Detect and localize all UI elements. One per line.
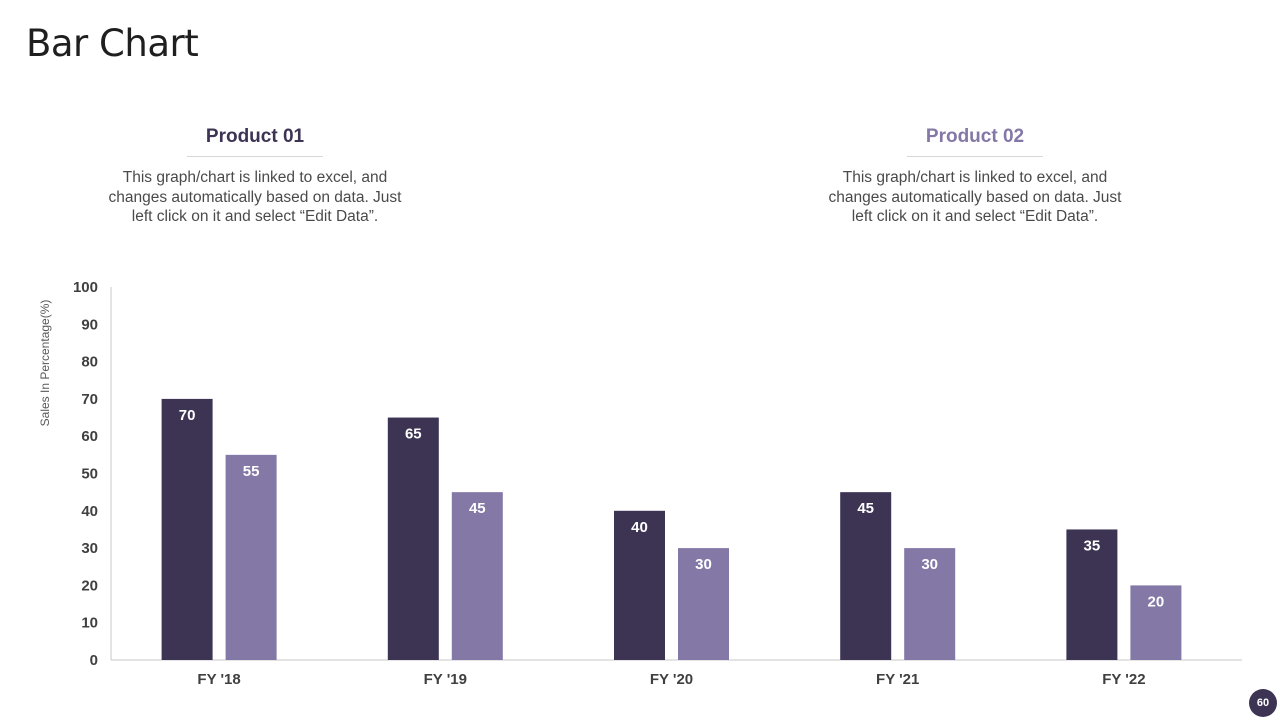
y-tick-label: 90 — [81, 316, 98, 333]
bar-series-1 — [614, 510, 665, 660]
bar-data-label: 65 — [405, 426, 422, 443]
bar-series-1 — [161, 398, 213, 660]
bar-series-1 — [387, 417, 439, 660]
bar-series-2 — [225, 454, 277, 660]
bar-data-label: 30 — [695, 556, 712, 573]
page-number-badge: 60 — [1249, 689, 1277, 717]
chart-bars — [161, 398, 1182, 660]
y-tick-label: 20 — [81, 577, 98, 594]
bar-data-label: 30 — [921, 556, 938, 573]
y-tick-label: 30 — [81, 540, 98, 557]
y-axis-title: Sales In Percentage(%) — [38, 300, 52, 427]
product-02-heading: Product 02 — [925, 126, 1025, 147]
bar-series-1 — [1066, 529, 1118, 660]
x-tick-labels: FY '18 FY '19 FY '20 FY '21 FY '22 — [197, 671, 1145, 688]
bar-series-2 — [451, 492, 503, 660]
y-tick-label: 70 — [81, 391, 98, 408]
product-01-heading: Product 01 — [205, 126, 305, 147]
y-tick-label: 50 — [81, 466, 98, 483]
bar-data-labels: 70 55 65 45 40 30 45 30 35 20 — [179, 407, 1164, 611]
x-tick-label: FY '18 — [197, 671, 240, 688]
x-tick-label: FY '22 — [1102, 671, 1145, 688]
y-tick-label: 40 — [81, 503, 98, 520]
bar-data-label: 20 — [1148, 593, 1165, 610]
x-tick-label: FY '20 — [650, 671, 693, 688]
y-tick-labels: 0 10 20 30 40 50 60 70 80 90 100 — [73, 279, 98, 669]
product-01-description: This graph/chart is linked to excel, and… — [108, 169, 402, 225]
bar-series-2 — [678, 548, 729, 660]
slide-title: Bar Chart — [26, 22, 199, 65]
bar-chart: Sales In Percentage(%) 0 10 20 30 40 50 60 70 80… — [38, 279, 1242, 688]
bar-data-label: 40 — [631, 519, 648, 536]
bar-series-1 — [840, 492, 892, 660]
bar-data-label: 45 — [857, 500, 874, 517]
product-02-description: This graph/chart is linked to excel, and… — [828, 169, 1122, 225]
y-tick-label: 60 — [81, 428, 98, 445]
chart-axes — [110, 287, 1242, 661]
product-02-divider — [907, 156, 1043, 157]
product-01-block: Product 01 This graph/chart is linked to… — [95, 124, 415, 227]
y-tick-label: 100 — [73, 279, 98, 296]
product-01-divider — [187, 156, 323, 157]
bar-data-label: 35 — [1084, 537, 1101, 554]
y-axis-title-group: Sales In Percentage(%) — [38, 300, 52, 427]
y-tick-label: 80 — [81, 354, 98, 371]
bar-series-2 — [1130, 585, 1182, 660]
product-02-block: Product 02 This graph/chart is linked to… — [815, 124, 1135, 227]
y-tick-label: 0 — [90, 652, 98, 669]
bar-series-2 — [904, 548, 956, 660]
bar-data-label: 45 — [469, 500, 486, 517]
bar-data-label: 70 — [179, 407, 196, 424]
x-tick-label: FY '21 — [876, 671, 919, 688]
bar-data-label: 55 — [243, 463, 260, 480]
y-tick-label: 10 — [81, 615, 98, 632]
x-tick-label: FY '19 — [424, 671, 467, 688]
